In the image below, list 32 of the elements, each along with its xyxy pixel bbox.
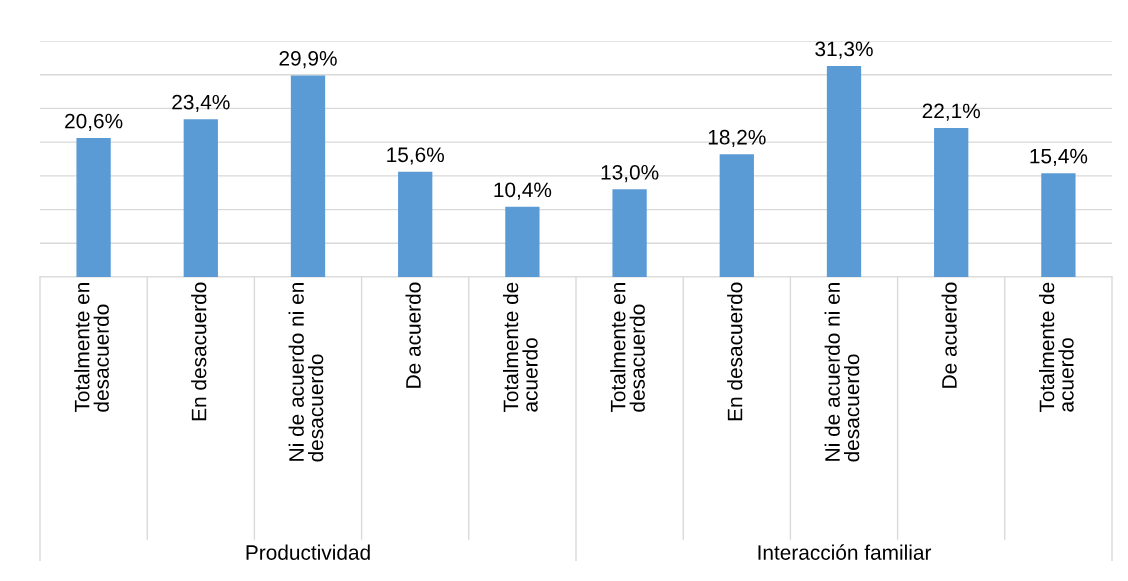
data-label: 31,3% [815, 41, 873, 59]
x-tick-label: Totalmente de acuerdo [502, 282, 538, 413]
bar [290, 75, 326, 277]
bar [76, 138, 111, 277]
data-label: 23,4% [172, 94, 230, 112]
bar [1041, 173, 1076, 277]
bar [719, 154, 754, 277]
data-label: 20,6% [65, 113, 123, 131]
x-tick-label: Totalmente en desacuerdo [74, 283, 109, 413]
bar [826, 65, 862, 277]
text: Productividad [246, 544, 370, 560]
data-label: 29,9% [279, 50, 337, 69]
x-tick-label: Totalmente en desacuerdo [610, 283, 645, 413]
data-label: 13,0% [601, 164, 659, 183]
x-tick-label: Ni de acuerdo ni en desacuerdo [824, 283, 860, 462]
bar [934, 127, 969, 277]
data-label: 15,4% [1030, 148, 1088, 166]
x-tick-label: En desacuerdo [191, 282, 207, 421]
x-tick-label: De acuerdo [405, 282, 421, 388]
data-label: 10,4% [494, 182, 552, 200]
bar [505, 206, 540, 277]
bar [612, 189, 647, 277]
data-label: 22,1% [922, 103, 980, 121]
bar [398, 171, 433, 277]
data-label: 18,2% [708, 129, 766, 148]
x-tick-label: En desacuerdo [727, 282, 743, 421]
x-tick-label: Totalmente de acuerdo [1038, 282, 1074, 413]
x-tick-label: De acuerdo [941, 282, 957, 388]
text: Interacción familiar [758, 544, 932, 560]
data-label: 15,6% [387, 147, 444, 165]
bar [183, 119, 218, 277]
x-tick-label: Ni de acuerdo ni en desacuerdo [288, 283, 324, 462]
